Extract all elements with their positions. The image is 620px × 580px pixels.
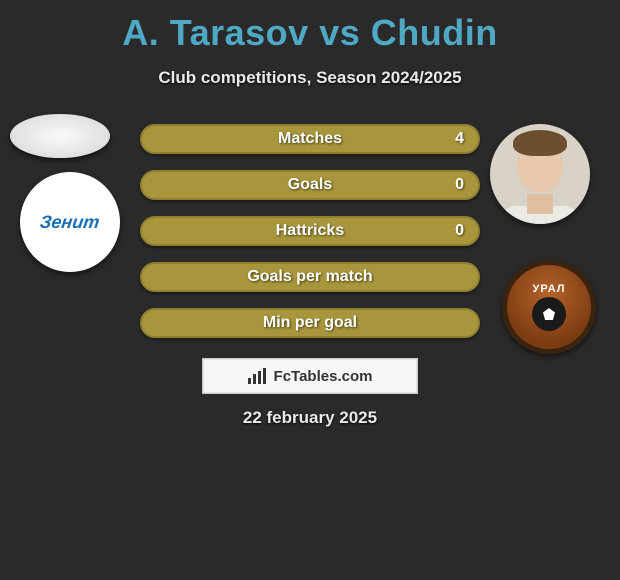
stat-bar-goals-per-match: Goals per match xyxy=(140,262,480,292)
bar-chart-icon xyxy=(248,368,268,384)
right-club-badge: УРАЛ xyxy=(502,260,596,354)
player-neck-shape xyxy=(527,194,553,214)
right-club-text: УРАЛ xyxy=(532,283,565,295)
left-club-badge: Зенит xyxy=(20,172,120,272)
stat-bar-min-per-goal: Min per goal xyxy=(140,308,480,338)
left-club-text: Зенит xyxy=(39,212,101,233)
source-brand-text: FcTables.com xyxy=(274,368,373,385)
player-hair-shape xyxy=(513,130,567,156)
stat-label: Matches xyxy=(142,130,478,148)
stat-value-right: 4 xyxy=(455,130,464,148)
stat-value-right: 0 xyxy=(455,222,464,240)
stat-label: Hattricks xyxy=(142,222,478,240)
source-brand-box: FcTables.com xyxy=(202,358,418,394)
stats-panel: Matches 4 Goals 0 Hattricks 0 Goals per … xyxy=(140,124,480,354)
stat-label: Goals xyxy=(142,176,478,194)
right-player-avatar xyxy=(490,124,590,224)
stat-label: Min per goal xyxy=(142,314,478,332)
comparison-title: A. Tarasov vs Chudin xyxy=(0,0,620,54)
left-player-avatar xyxy=(10,114,110,158)
stat-label: Goals per match xyxy=(142,268,478,286)
stat-bar-goals: Goals 0 xyxy=(140,170,480,200)
stat-bar-matches: Matches 4 xyxy=(140,124,480,154)
comparison-date: 22 february 2025 xyxy=(0,408,620,428)
soccer-ball-icon xyxy=(532,297,566,331)
stat-bar-hattricks: Hattricks 0 xyxy=(140,216,480,246)
comparison-subtitle: Club competitions, Season 2024/2025 xyxy=(0,68,620,88)
stat-value-right: 0 xyxy=(455,176,464,194)
